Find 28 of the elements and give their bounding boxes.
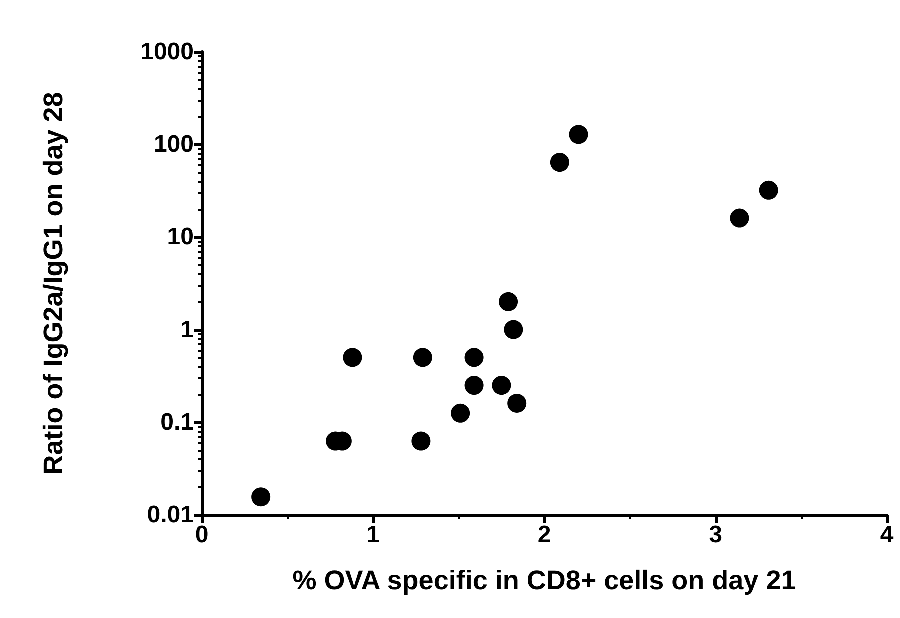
point (252, 488, 271, 507)
point (451, 404, 470, 423)
x-tick-label: 2 (538, 522, 552, 548)
y-tick-label: 0.1 (160, 408, 194, 436)
x-tick-label: 3 (709, 522, 722, 548)
x-axis-title: % OVA specific in CD8+ cells on day 21 (292, 566, 796, 596)
point (508, 394, 527, 413)
y-tick-label: 10 (167, 224, 194, 251)
y-tick-label: 100 (154, 131, 194, 158)
y-axis-title: Ratio of IgG2a/IgG1 on day 28 (38, 92, 68, 475)
y-tick-label: 1000 (140, 38, 194, 66)
point (550, 153, 570, 172)
point (759, 180, 778, 200)
point (464, 376, 484, 396)
point (504, 320, 524, 340)
point (730, 208, 750, 228)
y-tick-label: 1 (180, 316, 194, 344)
point (413, 348, 432, 368)
point (492, 376, 512, 396)
y-tick-label: 0.01 (147, 502, 194, 528)
x-tick-label: 0 (195, 522, 209, 548)
point (343, 348, 362, 368)
point (412, 432, 431, 451)
x-tick-label: 4 (880, 522, 894, 548)
point (499, 292, 518, 312)
point (464, 348, 484, 368)
x-tick-label: 1 (366, 522, 380, 548)
point (569, 125, 588, 144)
